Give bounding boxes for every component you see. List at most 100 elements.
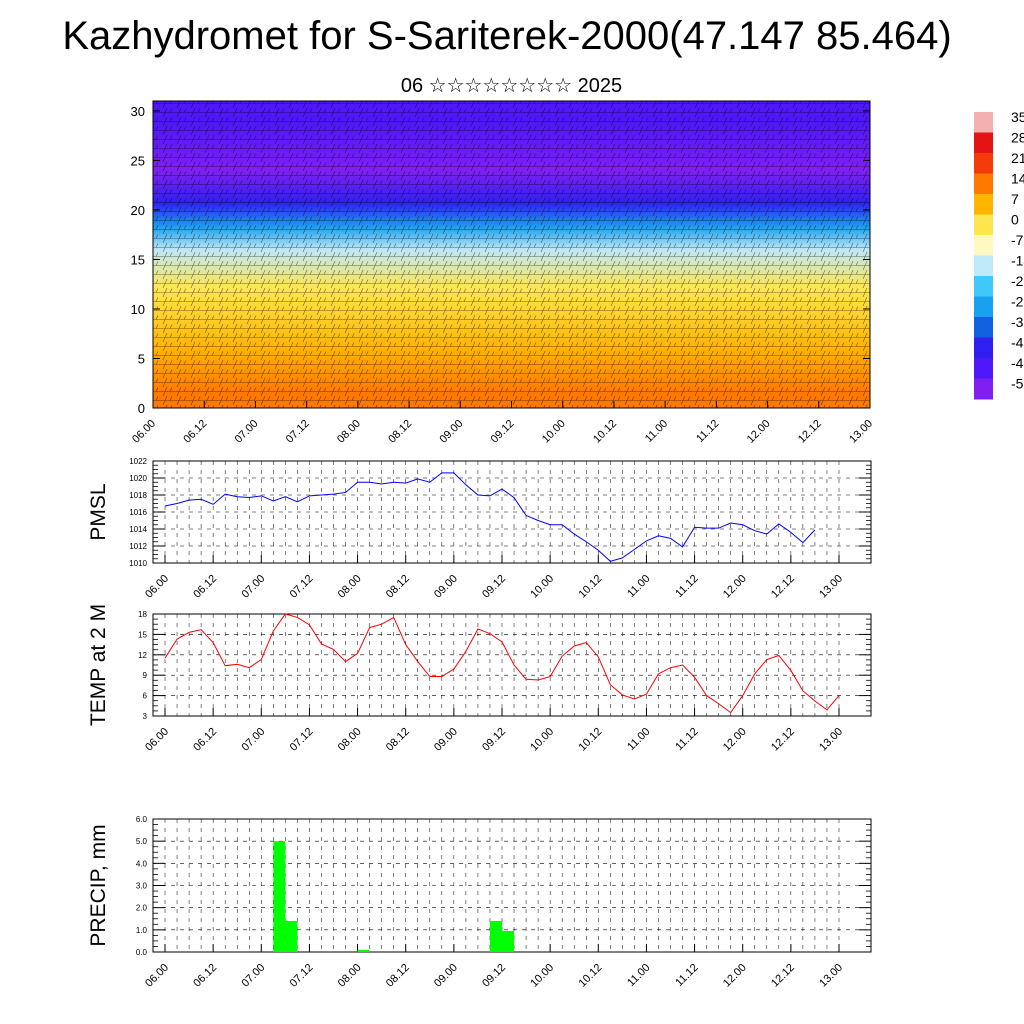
xtick-label: 06.00 bbox=[143, 962, 171, 990]
xtick-label: 08.12 bbox=[384, 573, 412, 601]
heatmap-ytick-label: 30 bbox=[131, 104, 145, 119]
heatmap-ytick-label: 10 bbox=[131, 302, 145, 317]
ytick-label: 1.0 bbox=[136, 926, 148, 935]
heatmap-xtick-label: 10.00 bbox=[540, 418, 568, 446]
colorbar-segment bbox=[974, 194, 993, 215]
colorbar-label: -42 bbox=[1011, 335, 1024, 351]
xtick-label: 07.12 bbox=[288, 726, 316, 754]
xtick-label: 10.12 bbox=[576, 962, 604, 990]
xtick-label: 06.12 bbox=[191, 726, 219, 754]
ytick-label: 1016 bbox=[129, 508, 147, 517]
heatmap-xtick-label: 09.12 bbox=[489, 418, 517, 446]
xtick-label: 10.12 bbox=[576, 573, 604, 601]
colorbar-segment bbox=[974, 317, 993, 338]
xtick-label: 08.12 bbox=[384, 962, 412, 990]
xtick-label: 11.00 bbox=[625, 573, 652, 600]
precip-bar bbox=[502, 930, 515, 952]
xtick-label: 12.00 bbox=[721, 726, 749, 754]
xtick-label: 08.00 bbox=[336, 573, 364, 601]
xtick-label: 07.12 bbox=[288, 962, 316, 990]
colorbar-label: -28 bbox=[1011, 294, 1024, 310]
ytick-label: 3.0 bbox=[136, 882, 148, 891]
colorbar-label: -56 bbox=[1011, 376, 1024, 392]
wind-barbs bbox=[153, 101, 870, 408]
colorbar-segment bbox=[974, 358, 993, 379]
ytick-label: 15 bbox=[138, 630, 147, 639]
xtick-label: 06.00 bbox=[143, 573, 171, 601]
ytick-label: 2.0 bbox=[136, 904, 148, 913]
pmsl-panel: 1010 1012 1014 1016 1018 1020 1022 06.00 06.12 07… bbox=[87, 457, 872, 601]
xtick-label: 07.00 bbox=[239, 962, 267, 990]
colorbar-label: 35 bbox=[1011, 109, 1024, 125]
heatmap-xtick-label: 12.12 bbox=[796, 418, 824, 446]
colorbar-label: 14 bbox=[1011, 171, 1024, 187]
xtick-label: 08.00 bbox=[336, 726, 364, 754]
ytick-label: 6.0 bbox=[136, 815, 148, 824]
ytick-label: 0.0 bbox=[136, 948, 148, 957]
ytick-label: 9 bbox=[143, 671, 148, 680]
heatmap-xtick-label: 07.12 bbox=[284, 418, 312, 446]
colorbar-label: -35 bbox=[1011, 314, 1024, 330]
colorbar-label: -14 bbox=[1011, 253, 1024, 269]
xtick-label: 10.00 bbox=[528, 573, 556, 601]
heatmap-ytick-label: 15 bbox=[131, 252, 145, 267]
xtick-label: 11.12 bbox=[673, 962, 700, 989]
xtick-label: 12.00 bbox=[721, 962, 749, 990]
heatmap-xtick-label: 09.00 bbox=[437, 418, 465, 446]
xtick-label: 08.00 bbox=[336, 962, 364, 990]
xtick-label: 10.00 bbox=[528, 726, 556, 754]
xtick-label: 12.00 bbox=[721, 573, 749, 601]
chart-subtitle: 06 ☆☆☆☆☆☆☆☆ 2025 bbox=[400, 75, 623, 97]
xtick-label: 06.12 bbox=[191, 962, 219, 990]
precip-bar bbox=[273, 841, 286, 952]
ytick-label: 6 bbox=[143, 692, 148, 701]
heatmap-xtick-label: 06.12 bbox=[181, 418, 209, 446]
xtick-label: 12.12 bbox=[769, 573, 797, 601]
colorbar-label: -49 bbox=[1011, 355, 1024, 371]
page-title: Kazhydromet for S-Sariterek-2000(47.147 … bbox=[62, 14, 952, 58]
ytick-label: 12 bbox=[138, 651, 147, 660]
panel-ylabel: TEMP at 2 M bbox=[87, 604, 110, 726]
heatmap-ytick-label: 20 bbox=[131, 203, 145, 218]
xtick-label: 09.12 bbox=[480, 573, 508, 601]
colorbar-label: -7 bbox=[1011, 232, 1024, 248]
ytick-label: 1020 bbox=[129, 474, 147, 483]
precip-panel: 0.0 1.0 2.0 3.0 4.0 5.0 6.0 06.00 06.12 07.00 07.1… bbox=[87, 815, 872, 990]
ytick-label: 5.0 bbox=[136, 837, 148, 846]
heatmap-xtick-label: 08.00 bbox=[335, 418, 363, 446]
xtick-label: 12.12 bbox=[769, 726, 797, 754]
heatmap-xtick-label: 10.12 bbox=[591, 418, 619, 446]
colorbar-label: 7 bbox=[1011, 191, 1019, 207]
xtick-label: 11.00 bbox=[625, 962, 652, 989]
ytick-label: 3 bbox=[143, 712, 148, 721]
ytick-label: 18 bbox=[138, 610, 147, 619]
xtick-label: 06.00 bbox=[143, 726, 171, 754]
heatmap-xtick-label: 06.00 bbox=[130, 418, 158, 446]
xtick-label: 11.12 bbox=[673, 573, 700, 600]
colorbar-label: -21 bbox=[1011, 273, 1024, 289]
xtick-label: 12.12 bbox=[769, 962, 797, 990]
colorbar-segment bbox=[974, 173, 993, 195]
heatmap-xtick-label: 11.00 bbox=[643, 418, 670, 445]
temp-panel: 3 6 9 12 15 18 06.00 06.12 07.00 07.12 08.00 08.12 0… bbox=[87, 604, 872, 754]
heatmap-xtick-label: 07.00 bbox=[233, 418, 261, 446]
xtick-label: 07.12 bbox=[288, 573, 316, 601]
xtick-label: 13.00 bbox=[817, 726, 845, 754]
xtick-label: 09.00 bbox=[432, 573, 460, 601]
xtick-label: 09.12 bbox=[480, 962, 508, 990]
xtick-label: 10.12 bbox=[576, 726, 604, 754]
heatmap-xtick-label: 11.12 bbox=[694, 418, 721, 445]
ytick-label: 1018 bbox=[129, 491, 147, 500]
heatmap-ytick-label: 25 bbox=[131, 153, 145, 168]
upper-air-panel: 0 5 10 15 20 25 30 06.00 06.12 07.00 07.12 08.00 08.… bbox=[130, 100, 875, 446]
xtick-label: 13.00 bbox=[817, 573, 845, 601]
ytick-label: 1010 bbox=[129, 559, 147, 568]
ytick-label: 4.0 bbox=[136, 859, 148, 868]
xtick-label: 07.00 bbox=[239, 573, 267, 601]
precip-bar bbox=[285, 920, 298, 952]
xtick-label: 08.12 bbox=[384, 726, 412, 754]
colorbar-label: 21 bbox=[1011, 150, 1024, 166]
heatmap-xtick-label: 13.00 bbox=[847, 418, 875, 446]
xtick-label: 13.00 bbox=[817, 962, 845, 990]
